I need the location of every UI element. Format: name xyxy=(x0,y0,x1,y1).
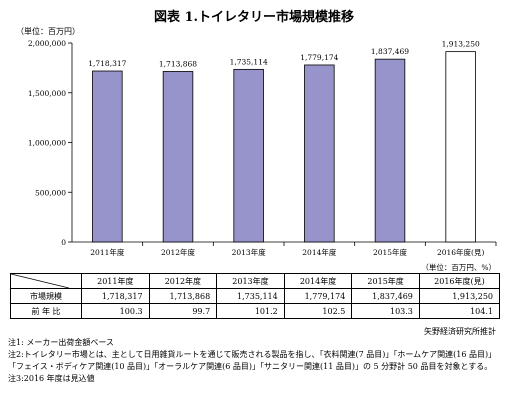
table-row-label: 前 年 比 xyxy=(10,303,82,319)
source-credit: 矢野経済研究所推計 xyxy=(424,327,496,336)
bar xyxy=(162,71,194,243)
table-header-cell: 2013年度 xyxy=(216,273,285,289)
bar xyxy=(92,70,123,243)
y-tick-label: 2,000,000 xyxy=(28,39,66,48)
table-corner-cell xyxy=(10,273,82,289)
table-row-market-size: 市場規模 1,718,317 1,713,868 1,735,114 1,779… xyxy=(10,288,501,304)
table-cell: 1,913,250 xyxy=(418,288,501,304)
chart-axes xyxy=(71,43,496,243)
bar-chart: 0 500,000 1,000,000 1,500,000 2,000,000 1,71… xyxy=(28,39,497,257)
table-row-yoy: 前 年 比 100.3 99.7 101.2 102.5 103.3 104.1 xyxy=(10,303,501,319)
value-label: 1,779,174 xyxy=(300,53,338,62)
table-unit-label: （単位：百万円、%） xyxy=(421,263,496,272)
value-labels: 1,718,317 1,713,868 1,735,114 1,779,174 1,83… xyxy=(88,40,480,69)
x-tick-label: 2013年度 xyxy=(232,247,267,257)
table-header-cell: 2011年度 xyxy=(81,273,150,289)
bar-series xyxy=(92,51,476,243)
table-cell: 103.3 xyxy=(351,303,420,319)
value-label: 1,718,317 xyxy=(88,59,126,68)
notes: 注1: メーカー出荷金額ベース 注2:トイレタリー市場とは、主として日用雑貨ルー… xyxy=(8,337,502,385)
value-label: 1,837,469 xyxy=(371,47,409,56)
table-cell: 100.3 xyxy=(81,303,150,319)
table-cell: 102.5 xyxy=(283,303,353,319)
table-cell: 99.7 xyxy=(148,303,218,319)
x-tick-label: 2015年度 xyxy=(373,247,408,257)
note-3: 注3:2016 年度は見込値 xyxy=(8,374,95,383)
y-axis-ticks: 0 500,000 1,000,000 1,500,000 2,000,000 xyxy=(28,39,72,247)
y-tick-label: 1,500,000 xyxy=(28,89,66,98)
data-table: 2011年度 2012年度 2013年度 2014年度 2015年度 2016年… xyxy=(10,273,501,319)
chart-title: 図表 1.トイレタリー市場規模推移 xyxy=(153,10,355,25)
table-cell: 1,718,317 xyxy=(81,288,150,304)
bar xyxy=(445,51,476,243)
table-header-row: 2011年度 2012年度 2013年度 2014年度 2015年度 2016年… xyxy=(10,273,501,289)
table-cell: 101.2 xyxy=(216,303,285,319)
chart-unit-label: （単位：百万円） xyxy=(16,27,80,36)
y-tick-label: 1,000,000 xyxy=(28,139,66,148)
table-cell: 104.1 xyxy=(418,303,501,319)
bar xyxy=(304,64,335,243)
table-cell: 1,837,469 xyxy=(351,288,420,304)
table-cell: 1,735,114 xyxy=(216,288,285,304)
note-1: 注1: メーカー出荷金額ベース xyxy=(8,338,114,347)
value-label: 1,913,250 xyxy=(442,40,480,49)
table-cell: 1,713,868 xyxy=(148,288,218,304)
x-tick-label: 2012年度 xyxy=(161,247,196,257)
value-label: 1,713,868 xyxy=(159,59,197,68)
bar xyxy=(374,58,406,243)
table-row-label: 市場規模 xyxy=(10,288,82,304)
value-label: 1,735,114 xyxy=(230,57,268,66)
y-tick-label: 500,000 xyxy=(35,188,66,197)
table-header-cell: 2016年度(見) xyxy=(418,273,501,289)
bar xyxy=(233,68,264,243)
table-header-cell: 2014年度 xyxy=(283,273,353,289)
diagonal-line xyxy=(11,274,69,288)
table-header-cell: 2012年度 xyxy=(148,273,218,289)
table-cell: 1,779,174 xyxy=(283,288,353,304)
x-tick-label: 2016年度(見) xyxy=(437,247,485,257)
y-tick-label: 0 xyxy=(61,238,66,247)
x-tick-label: 2014年度 xyxy=(302,247,337,257)
x-axis-labels: 2011年度 2012年度 2013年度 2014年度 2015年度 2016年度(見) xyxy=(90,242,497,257)
note-2: 注2:トイレタリー市場とは、主として日用雑貨ルートを通じて販売される製品を指し、… xyxy=(8,350,497,371)
x-tick-label: 2011年度 xyxy=(90,247,125,257)
table-header-cell: 2015年度 xyxy=(351,273,420,289)
